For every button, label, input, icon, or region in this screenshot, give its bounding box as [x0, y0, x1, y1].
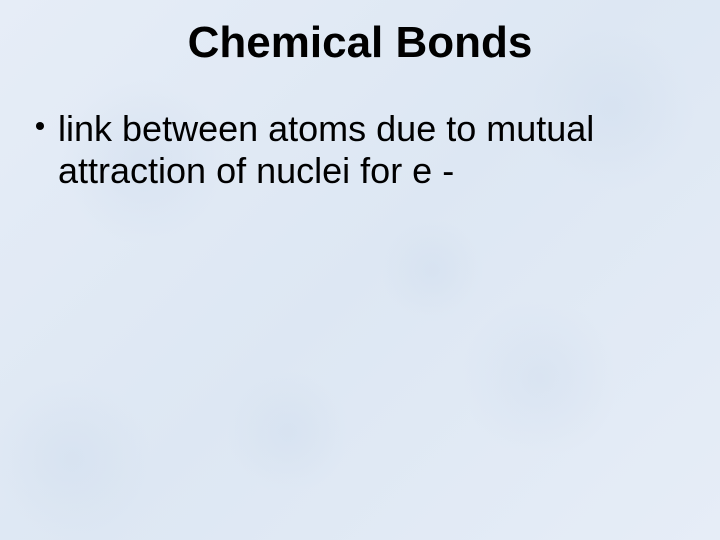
bullet-marker-icon: [36, 122, 44, 130]
bullet-text: link between atoms due to mutual attract…: [58, 108, 672, 193]
slide: Chemical Bonds link between atoms due to…: [0, 0, 720, 540]
slide-title: Chemical Bonds: [0, 18, 720, 68]
slide-body: link between atoms due to mutual attract…: [36, 108, 672, 193]
bullet-item: link between atoms due to mutual attract…: [36, 108, 672, 193]
